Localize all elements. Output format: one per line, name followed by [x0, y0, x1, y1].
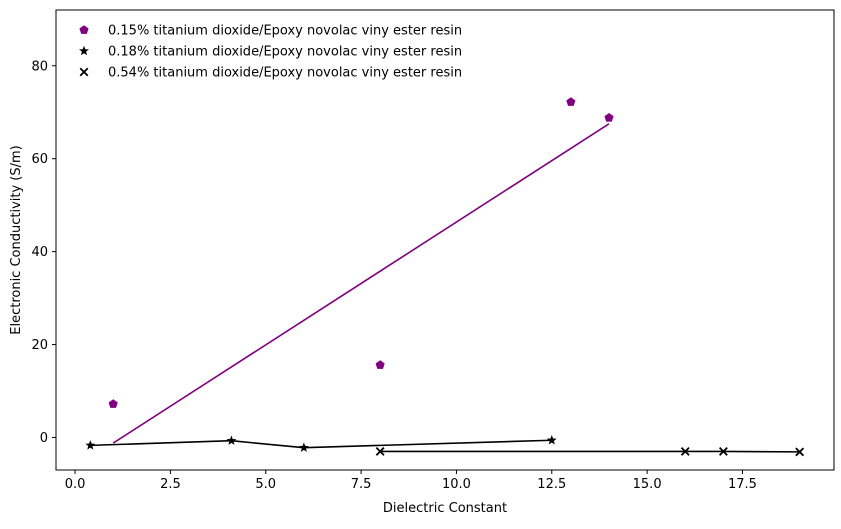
x-tick-label: 15.0 — [633, 477, 662, 492]
x-tick-label: 7.5 — [351, 477, 372, 492]
y-tick-label: 60 — [31, 152, 48, 167]
y-tick-label: 40 — [31, 245, 48, 260]
y-axis: 0 20 40 60 80 — [31, 59, 56, 446]
legend: 0.15% titanium dioxide/Epoxy novolac vin… — [79, 24, 462, 81]
x-tick-label: 17.5 — [728, 477, 757, 492]
x-tick-label: 5.0 — [255, 477, 276, 492]
legend-label-2: 0.18% titanium dioxide/Epoxy novolac vin… — [108, 45, 462, 60]
x-tick-label: 10.0 — [442, 477, 471, 492]
x-axis-label: Dielectric Constant — [383, 501, 507, 516]
legend-label-3: 0.54% titanium dioxide/Epoxy novolac vin… — [108, 66, 462, 81]
y-tick-label: 20 — [31, 338, 48, 353]
y-tick-label: 0 — [40, 431, 48, 446]
x-tick-label: 2.5 — [160, 477, 181, 492]
x-tick-label: 12.5 — [537, 477, 566, 492]
x-tick-label: 0.0 — [65, 477, 86, 492]
x-axis: 0.0 2.5 5.0 7.5 10.0 12.5 15.0 17.5 — [65, 470, 757, 492]
legend-label-1: 0.15% titanium dioxide/Epoxy novolac vin… — [108, 24, 462, 39]
y-tick-label: 80 — [31, 59, 48, 74]
y-axis-label: Electronic Conductivity (S/m) — [9, 145, 24, 335]
